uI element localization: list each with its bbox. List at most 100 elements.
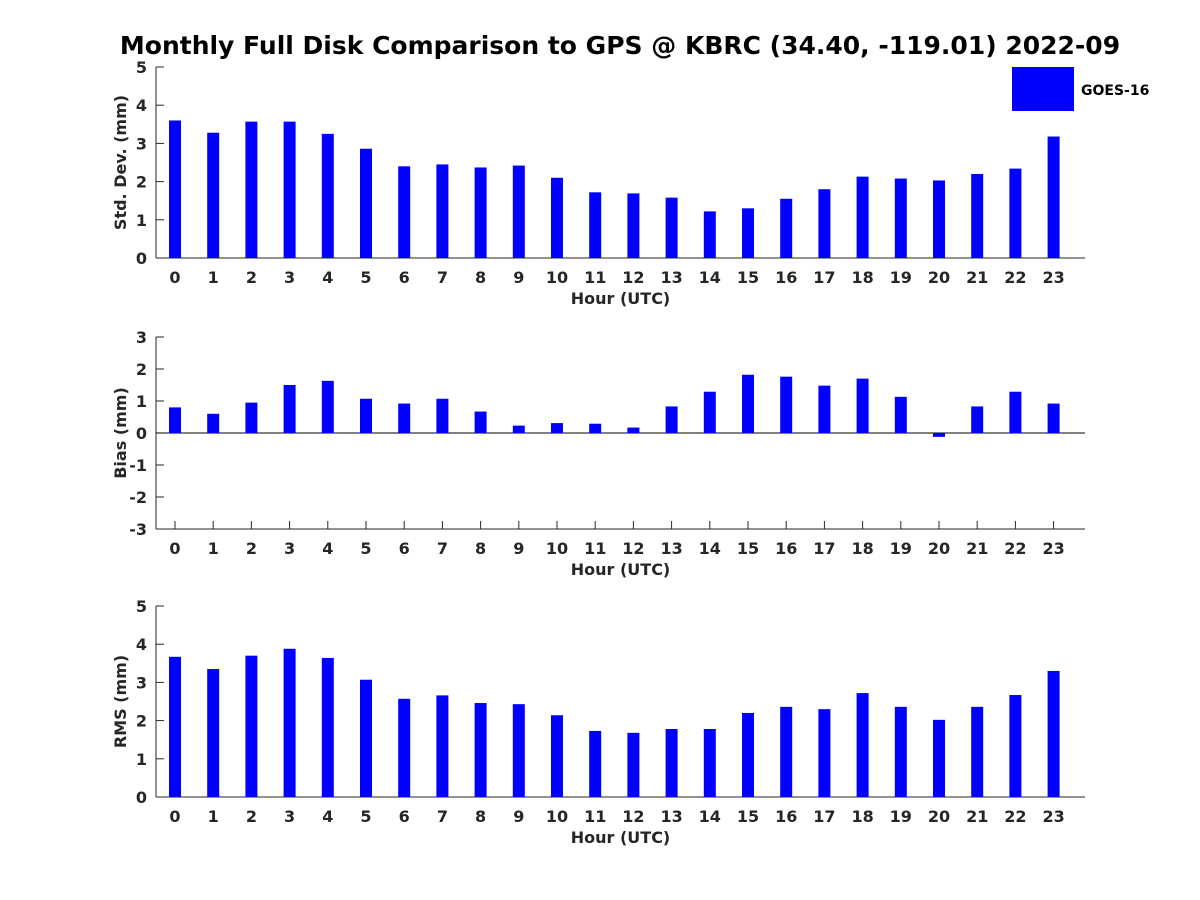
bar-panel2-hour-15 [742, 374, 754, 433]
bar-panel2-hour-11 [589, 423, 602, 433]
bar-panel2-hour-19 [894, 396, 907, 433]
bar-panel1-hour-23 [1047, 136, 1060, 258]
x-tick-label: 17 [813, 807, 835, 826]
x-tick-label: 16 [775, 807, 797, 826]
bar-panel1-hour-13 [665, 197, 678, 258]
bar-panel1-hour-1 [207, 132, 220, 258]
x-tick-label: 23 [1042, 539, 1064, 558]
x-tick-label: 12 [622, 539, 644, 558]
x-tick-label: 4 [322, 807, 333, 826]
x-tick-label: 22 [1004, 268, 1026, 287]
x-tick-label: 23 [1042, 807, 1064, 826]
x-tick-label: 18 [851, 807, 873, 826]
bar-panel1-hour-14 [703, 211, 716, 258]
bar-panel2-hour-16 [780, 376, 793, 433]
bar-panel2-hour-17 [818, 385, 831, 433]
bar-panel1-hour-8 [474, 167, 487, 258]
x-tick-label: 11 [584, 539, 606, 558]
x-tick-label: 3 [284, 539, 295, 558]
x-tick-label: 2 [246, 539, 257, 558]
y-tick-label: 4 [136, 635, 147, 654]
x-tick-label: 4 [322, 539, 333, 558]
y-tick-label: 1 [136, 750, 147, 769]
x-tick-label: 0 [169, 807, 180, 826]
bar-panel1-hour-3 [283, 121, 296, 258]
bar-panel1-hour-19 [894, 178, 907, 258]
bar-panel3-hour-14 [703, 729, 716, 797]
x-tick-label: 4 [322, 268, 333, 287]
x-tick-label: 1 [208, 539, 219, 558]
bar-panel3-hour-9 [512, 704, 525, 797]
x-tick-label: 11 [584, 268, 606, 287]
x-tick-label: 22 [1004, 807, 1026, 826]
x-tick-label: 9 [513, 807, 524, 826]
y-tick-label: 5 [136, 58, 147, 77]
x-tick-label: 20 [928, 268, 950, 287]
y-tick-label: -3 [129, 520, 147, 539]
x-tick-label: 8 [475, 539, 486, 558]
x-tick-label: 21 [966, 539, 988, 558]
bar-panel2-hour-13 [665, 406, 678, 433]
x-tick-label: 5 [360, 807, 371, 826]
x-tick-label: 1 [208, 268, 219, 287]
x-tick-label: 15 [737, 539, 759, 558]
bar-panel3-hour-2 [245, 655, 258, 797]
x-tick-label: 10 [546, 807, 568, 826]
x-tick-label: 12 [622, 268, 644, 287]
x-tick-label: 7 [437, 807, 448, 826]
bar-panel3-hour-11 [589, 730, 602, 797]
x-tick-label: 20 [928, 807, 950, 826]
bar-panel2-hour-5 [360, 398, 372, 433]
x-tick-label: 21 [966, 807, 988, 826]
x-tick-label: 13 [660, 539, 682, 558]
bar-panel3-hour-21 [971, 706, 984, 797]
x-tick-label: 20 [928, 539, 950, 558]
x-tick-label: 2 [246, 807, 257, 826]
bar-panel3-hour-12 [627, 732, 640, 797]
y-tick-label: -1 [129, 456, 147, 475]
bar-panel1-hour-4 [321, 133, 334, 258]
x-tick-label: 9 [513, 268, 524, 287]
x-tick-label: 19 [890, 268, 912, 287]
y-tick-label: 0 [136, 249, 147, 268]
x-tick-label: 9 [513, 539, 524, 558]
x-axis-label: Hour (UTC) [571, 289, 671, 308]
x-tick-label: 10 [546, 539, 568, 558]
x-tick-label: 16 [775, 268, 797, 287]
bar-panel1-hour-7 [436, 164, 449, 258]
bar-panel3-hour-17 [818, 709, 831, 797]
x-tick-label: 3 [284, 807, 295, 826]
bar-panel1-hour-12 [627, 193, 640, 258]
x-tick-label: 6 [399, 268, 410, 287]
y-tick-label: 2 [136, 712, 147, 731]
y-tick-label: 1 [136, 211, 147, 230]
bar-panel1-hour-6 [398, 166, 411, 258]
y-axis-label: Std. Dev. (mm) [111, 95, 130, 230]
x-tick-label: 15 [737, 807, 759, 826]
bar-panel1-hour-21 [971, 173, 984, 258]
bar-panel3-hour-8 [474, 703, 487, 797]
bar-panel2-hour-9 [512, 425, 525, 433]
bar-panel3-hour-23 [1047, 670, 1060, 797]
x-tick-label: 21 [966, 268, 988, 287]
bar-panel2-hour-21 [971, 406, 984, 433]
y-tick-label: 1 [136, 392, 147, 411]
bar-panel1-hour-11 [589, 192, 602, 258]
x-tick-label: 0 [169, 268, 180, 287]
bar-panel1-hour-9 [512, 165, 525, 258]
x-tick-label: 16 [775, 539, 797, 558]
bar-panel3-hour-5 [360, 679, 372, 797]
y-tick-label: 0 [136, 424, 147, 443]
x-tick-label: 6 [399, 807, 410, 826]
x-tick-label: 22 [1004, 539, 1026, 558]
bar-panel2-hour-20 [933, 433, 945, 437]
bar-panel3-hour-7 [436, 695, 449, 797]
bar-panel1-hour-18 [856, 176, 869, 258]
x-tick-label: 11 [584, 807, 606, 826]
x-tick-label: 13 [660, 807, 682, 826]
x-tick-label: 1 [208, 807, 219, 826]
bar-panel3-hour-1 [207, 669, 220, 797]
bar-panel2-hour-23 [1047, 403, 1060, 433]
